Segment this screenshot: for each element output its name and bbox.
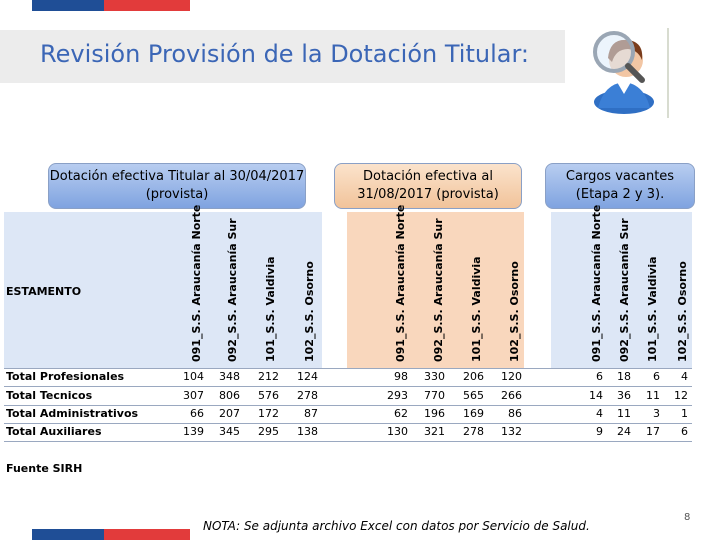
panel-group-3 — [551, 212, 692, 368]
table-cell: 565 — [463, 389, 484, 402]
col-label: 091_S.S. Araucanía Norte — [394, 204, 407, 362]
row-label-profesionales: Total Profesionales — [6, 370, 125, 383]
table-cell: 120 — [501, 370, 522, 383]
table-cell: 24 — [617, 425, 631, 438]
table-cell: 62 — [394, 407, 408, 420]
col-label: 091_S.S. Araucanía Norte — [190, 204, 203, 362]
table-cell: 1 — [681, 407, 688, 420]
table-cell: 98 — [394, 370, 408, 383]
header-dotacion-abril: Dotación efectiva Titular al 30/04/2017 … — [48, 163, 306, 209]
row-divider — [4, 441, 692, 442]
table-cell: 11 — [646, 389, 660, 402]
row-label-administrativos: Total Administrativos — [6, 407, 139, 420]
table-cell: 212 — [258, 370, 279, 383]
person-magnifier-icon — [593, 31, 654, 114]
table-cell: 4 — [596, 407, 603, 420]
table-cell: 14 — [589, 389, 603, 402]
table-cell: 11 — [617, 407, 631, 420]
table-cell: 348 — [219, 370, 240, 383]
table-cell: 295 — [258, 425, 279, 438]
table-cell: 6 — [596, 370, 603, 383]
table-cell: 330 — [424, 370, 445, 383]
table-cell: 172 — [258, 407, 279, 420]
table-cell: 36 — [617, 389, 631, 402]
table-cell: 293 — [387, 389, 408, 402]
table-cell: 321 — [424, 425, 445, 438]
col-label: 092_S.S. Araucanía Sur — [618, 218, 631, 362]
table-cell: 6 — [681, 425, 688, 438]
title-band — [0, 30, 565, 83]
row-label-tecnicos: Total Tecnicos — [6, 389, 93, 402]
table-cell: 6 — [653, 370, 660, 383]
table-cell: 806 — [219, 389, 240, 402]
table-cell: 17 — [646, 425, 660, 438]
table-cell: 3 — [653, 407, 660, 420]
col-label: 092_S.S. Araucanía Sur — [432, 218, 445, 362]
col-label: 091_S.S. Araucanía Norte — [590, 204, 603, 362]
panel-group-2 — [347, 212, 524, 368]
table-cell: 169 — [463, 407, 484, 420]
header-dotacion-agosto: Dotación efectiva al 31/08/2017 (provist… — [334, 163, 522, 209]
table-cell: 18 — [617, 370, 631, 383]
panel-group-1 — [4, 212, 322, 368]
table-cell: 207 — [219, 407, 240, 420]
table-cell: 86 — [508, 407, 522, 420]
table-cell: 4 — [681, 370, 688, 383]
row-divider — [4, 423, 692, 424]
table-cell: 345 — [219, 425, 240, 438]
col-label: 102_S.S. Osorno — [676, 261, 689, 362]
table-cell: 196 — [424, 407, 445, 420]
row-divider — [4, 386, 692, 387]
table-cell: 307 — [183, 389, 204, 402]
table-cell: 278 — [297, 389, 318, 402]
col-label: 101_S.S. Valdivia — [646, 256, 659, 362]
table-cell: 9 — [596, 425, 603, 438]
row-label-auxiliares: Total Auxiliares — [6, 425, 102, 438]
table-cell: 576 — [258, 389, 279, 402]
table-cell: 139 — [183, 425, 204, 438]
table-cell: 132 — [501, 425, 522, 438]
table-cell: 104 — [183, 370, 204, 383]
table-cell: 138 — [297, 425, 318, 438]
table-cell: 770 — [424, 389, 445, 402]
row-divider — [4, 405, 692, 406]
table-cell: 87 — [304, 407, 318, 420]
footnote: NOTA: Se adjunta archivo Excel con datos… — [203, 519, 590, 533]
table-cell: 66 — [190, 407, 204, 420]
table-cell: 206 — [463, 370, 484, 383]
col-label: 102_S.S. Osorno — [303, 261, 316, 362]
header-cargos-vacantes: Cargos vacantes (Etapa 2 y 3). — [545, 163, 695, 209]
source-note: Fuente SIRH — [6, 462, 83, 475]
table-cell: 266 — [501, 389, 522, 402]
estamento-header: ESTAMENTO — [6, 285, 82, 298]
page-title: Revisión Provisión de la Dotación Titula… — [40, 40, 529, 68]
table-cell: 12 — [674, 389, 688, 402]
row-divider — [4, 368, 692, 369]
table-cell: 130 — [387, 425, 408, 438]
col-label: 101_S.S. Valdivia — [470, 256, 483, 362]
top-accent-bar — [32, 0, 190, 11]
bottom-accent-bar — [32, 529, 190, 540]
page-number: 8 — [684, 512, 691, 523]
col-label: 102_S.S. Osorno — [508, 261, 521, 362]
col-label: 101_S.S. Valdivia — [264, 256, 277, 362]
decorative-line — [667, 28, 669, 118]
table-cell: 278 — [463, 425, 484, 438]
col-label: 092_S.S. Araucanía Sur — [226, 218, 239, 362]
table-cell: 124 — [297, 370, 318, 383]
